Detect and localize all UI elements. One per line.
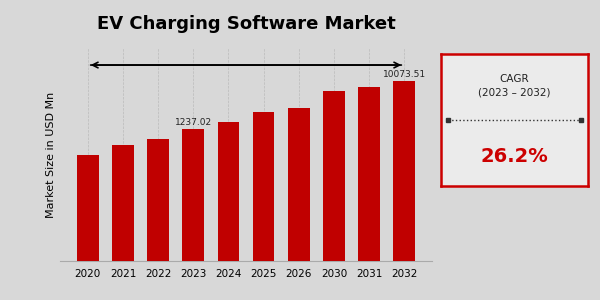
Bar bbox=[393, 81, 415, 261]
Bar bbox=[112, 145, 134, 261]
Bar bbox=[323, 91, 345, 261]
Text: 26.2%: 26.2% bbox=[481, 148, 548, 166]
Text: CAGR
(2023 – 2032): CAGR (2023 – 2032) bbox=[478, 74, 551, 97]
Bar bbox=[358, 87, 380, 261]
Bar bbox=[253, 112, 274, 261]
Title: EV Charging Software Market: EV Charging Software Market bbox=[97, 15, 395, 33]
Bar bbox=[182, 129, 204, 261]
Bar bbox=[77, 154, 99, 261]
Y-axis label: Market Size in USD Mn: Market Size in USD Mn bbox=[46, 92, 56, 218]
Bar bbox=[147, 139, 169, 261]
Bar bbox=[288, 108, 310, 261]
Bar bbox=[218, 122, 239, 261]
Text: 1237.02: 1237.02 bbox=[175, 118, 212, 127]
Text: 10073.51: 10073.51 bbox=[383, 70, 426, 79]
